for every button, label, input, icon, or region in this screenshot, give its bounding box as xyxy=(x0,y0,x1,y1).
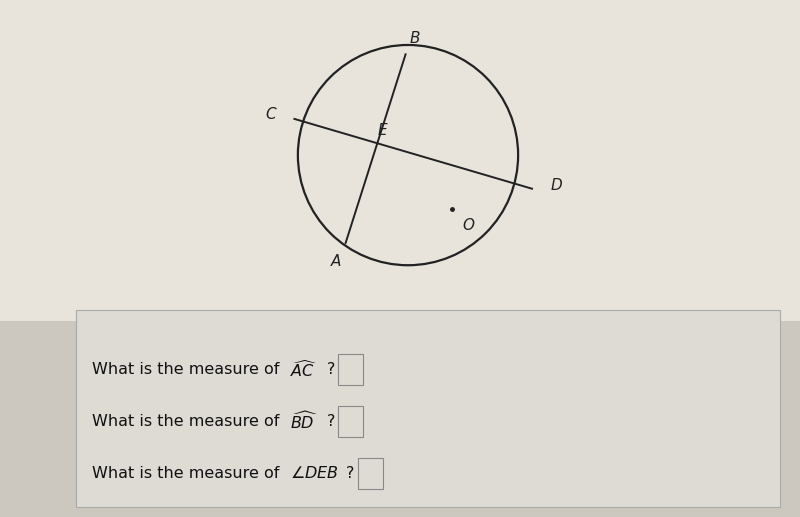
Text: $\widehat{AC}$: $\widehat{AC}$ xyxy=(290,359,317,380)
Text: ?: ? xyxy=(326,362,334,377)
Text: ?: ? xyxy=(346,465,354,481)
Text: A: A xyxy=(331,253,341,269)
FancyBboxPatch shape xyxy=(358,458,383,489)
FancyBboxPatch shape xyxy=(76,310,780,507)
Text: What is the measure of: What is the measure of xyxy=(92,362,285,377)
Text: $\widehat{BD}$: $\widehat{BD}$ xyxy=(290,410,318,432)
FancyBboxPatch shape xyxy=(338,354,363,385)
Text: $\angle DEB$: $\angle DEB$ xyxy=(290,465,338,481)
Text: E: E xyxy=(378,123,387,138)
Text: D: D xyxy=(550,178,562,193)
Text: O: O xyxy=(462,218,474,233)
Text: What is the measure of: What is the measure of xyxy=(92,465,285,481)
Text: What is the measure of: What is the measure of xyxy=(92,414,285,429)
Text: C: C xyxy=(265,107,276,123)
Text: B: B xyxy=(410,31,421,47)
FancyBboxPatch shape xyxy=(0,0,800,321)
FancyBboxPatch shape xyxy=(338,406,363,437)
Text: ?: ? xyxy=(326,414,334,429)
